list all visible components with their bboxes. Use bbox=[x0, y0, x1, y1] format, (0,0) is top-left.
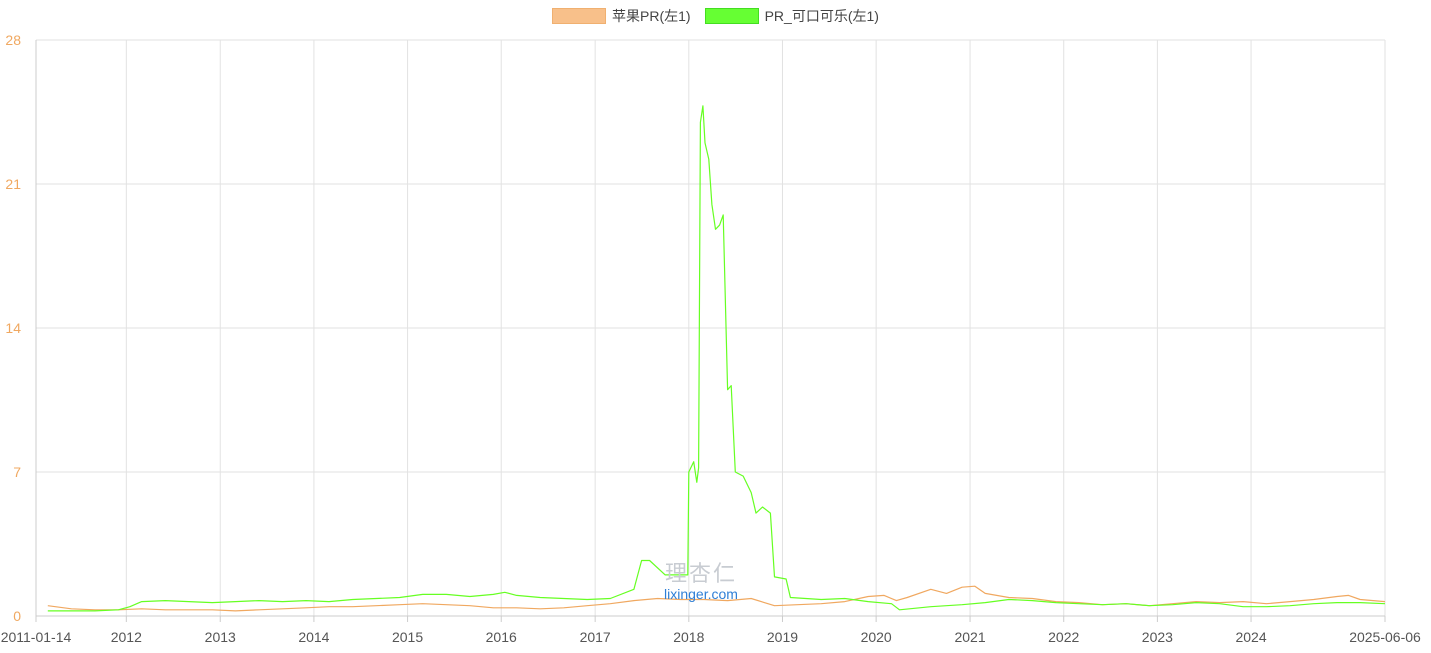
x-tick-label: 2016 bbox=[486, 629, 517, 645]
x-start-label: 2011-01-14 bbox=[1, 629, 72, 645]
y-tick-label: 0 bbox=[13, 608, 21, 624]
legend-item-apple-pr[interactable]: 苹果PR(左1) bbox=[552, 6, 691, 26]
x-tick-label: 2020 bbox=[861, 629, 892, 645]
axes bbox=[35, 40, 1386, 622]
x-tick-label: 2021 bbox=[954, 629, 985, 645]
x-tick-label: 2017 bbox=[580, 629, 611, 645]
y-tick-label: 14 bbox=[5, 320, 21, 336]
y-tick-label: 7 bbox=[13, 464, 21, 480]
legend-label-apple-pr: 苹果PR(左1) bbox=[612, 8, 691, 24]
x-tick-label: 2022 bbox=[1048, 629, 1079, 645]
watermark-en: lixinger.com bbox=[664, 586, 738, 602]
x-tick-label: 2015 bbox=[392, 629, 423, 645]
series-lines bbox=[47, 105, 1386, 612]
x-end-label: 2025-06-06 bbox=[1349, 629, 1421, 645]
legend-swatch-coca-cola-pr bbox=[704, 8, 759, 24]
x-tick-label: 2014 bbox=[298, 629, 329, 645]
chart-legend: 苹果PR(左1) PR_可口可乐(左1) bbox=[0, 6, 1431, 26]
tick-labels: 0 7 14 21 28 2012 2013 2014 2015 2016 2017 2018 2019… bbox=[1, 32, 1421, 645]
series-line-coca-cola-pr bbox=[47, 105, 1386, 612]
x-tick-label: 2012 bbox=[111, 629, 142, 645]
x-tick-label: 2019 bbox=[767, 629, 798, 645]
legend-label-coca-cola-pr: PR_可口可乐(左1) bbox=[764, 8, 879, 24]
x-tick-label: 2018 bbox=[673, 629, 704, 645]
grid-lines bbox=[36, 39, 1386, 617]
legend-item-coca-cola-pr[interactable]: PR_可口可乐(左1) bbox=[704, 6, 879, 26]
y-tick-label: 21 bbox=[5, 176, 21, 192]
series-line-apple-pr bbox=[47, 585, 1386, 612]
x-tick-label: 2013 bbox=[205, 629, 236, 645]
watermark-cn: 理杏仁 bbox=[664, 562, 737, 587]
watermark: 理杏仁 lixinger.com bbox=[655, 556, 747, 602]
x-tick-label: 2024 bbox=[1235, 629, 1266, 645]
legend-swatch-apple-pr bbox=[552, 8, 607, 24]
y-tick-label: 28 bbox=[5, 32, 21, 48]
x-tick-label: 2023 bbox=[1142, 629, 1173, 645]
